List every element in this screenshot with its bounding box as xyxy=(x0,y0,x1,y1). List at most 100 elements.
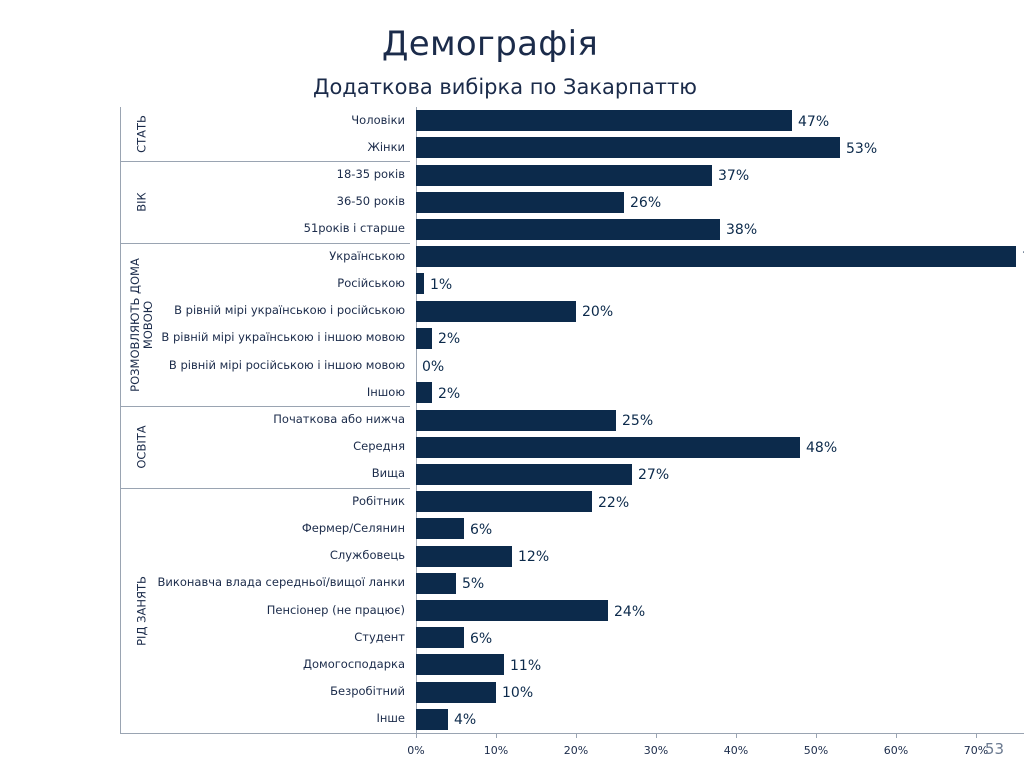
category-label: Виконавча влада середньої/вищої ланки xyxy=(157,575,405,590)
x-tick-mark xyxy=(496,733,497,738)
value-label: 11% xyxy=(510,657,542,674)
bar xyxy=(416,382,432,404)
x-tick-mark xyxy=(736,733,737,738)
value-label: 4% xyxy=(454,712,477,729)
value-label: 47% xyxy=(798,113,830,130)
x-tick-label: 30% xyxy=(643,744,669,757)
x-tick-mark xyxy=(656,733,657,738)
x-tick-label: 50% xyxy=(803,744,829,757)
group-label: РОЗМОВЛЯЮТЬ ДОМА МОВОЮ xyxy=(127,243,157,406)
value-label: 1% xyxy=(430,276,453,293)
x-tick-mark xyxy=(816,733,817,738)
value-label: 75% xyxy=(1022,249,1024,267)
chart-subtitle: Додаткова вибірка по Закарпаттю xyxy=(313,75,697,99)
value-label: 6% xyxy=(470,630,493,647)
value-label: 12% xyxy=(518,549,550,566)
page-number: 53 xyxy=(984,740,1004,758)
category-label: 36-50 років xyxy=(336,194,405,209)
category-label: Українською xyxy=(329,248,405,263)
category-label: Студент xyxy=(354,629,405,644)
bar xyxy=(416,436,800,458)
chart-title: Демографія xyxy=(381,24,599,64)
bar xyxy=(416,300,576,322)
group-label: РІД ЗАНЯТЬ xyxy=(127,488,157,733)
category-label: Робітник xyxy=(352,493,405,508)
group-label: СТАТЬ xyxy=(127,107,157,161)
value-label: 38% xyxy=(726,222,758,239)
value-label: 48% xyxy=(806,440,838,457)
x-axis-line xyxy=(120,733,1024,734)
value-label: 20% xyxy=(582,304,614,321)
bar xyxy=(416,164,712,186)
x-tick-label: 10% xyxy=(483,744,509,757)
x-tick-mark xyxy=(976,733,977,738)
bar xyxy=(416,572,456,594)
bar xyxy=(416,491,592,513)
group-separator xyxy=(120,243,410,244)
x-tick-label: 40% xyxy=(723,744,749,757)
bar xyxy=(416,327,432,349)
bar xyxy=(416,681,496,703)
category-label: 18-35 років xyxy=(336,167,405,182)
category-label: Іншою xyxy=(366,384,405,399)
value-label: 10% xyxy=(502,685,534,702)
bar xyxy=(416,273,424,295)
bar xyxy=(416,218,720,240)
x-tick-label: 0% xyxy=(407,744,425,757)
value-label: 25% xyxy=(622,413,654,429)
category-label: 51років і старше xyxy=(303,221,405,236)
value-label: 24% xyxy=(614,603,646,620)
value-label: 5% xyxy=(462,576,485,593)
category-label: Вища xyxy=(371,466,405,481)
group-column-line xyxy=(120,107,121,733)
category-label: Жінки xyxy=(367,139,405,154)
x-tick-label: 70% xyxy=(963,744,989,757)
category-label: Безробітний xyxy=(330,684,405,699)
bar xyxy=(416,518,464,540)
group-label: ВІК xyxy=(127,161,157,243)
category-label: В рівній мірі українською і іншою мовою xyxy=(161,330,405,345)
bar xyxy=(416,191,624,213)
group-label-text: ВІК xyxy=(134,192,149,212)
bar xyxy=(416,463,632,485)
x-tick-mark xyxy=(576,733,577,738)
bar xyxy=(416,708,448,730)
group-label-text: ОСВІТА xyxy=(134,425,149,469)
x-tick-label: 60% xyxy=(883,744,909,757)
category-label: Фермер/Селянин xyxy=(301,520,405,535)
category-label: Інше xyxy=(376,711,405,726)
x-tick-label: 20% xyxy=(563,744,589,757)
category-label: Пенсіонер (не працює) xyxy=(266,602,405,617)
bar xyxy=(416,137,840,159)
value-label: 22% xyxy=(598,494,630,511)
x-tick-mark xyxy=(896,733,897,738)
bar xyxy=(416,600,608,622)
value-label: 26% xyxy=(630,195,662,212)
value-label: 53% xyxy=(846,140,878,157)
category-label: Домогосподарка xyxy=(303,656,405,671)
group-label-text: СТАТЬ xyxy=(134,115,149,154)
group-separator xyxy=(120,161,410,162)
value-label: 2% xyxy=(438,385,461,402)
value-label: 37% xyxy=(718,168,750,185)
bar xyxy=(416,654,504,676)
value-label: 0% xyxy=(422,358,445,375)
bar xyxy=(416,545,512,567)
group-separator xyxy=(120,406,410,407)
category-label: В рівній мірі російською і іншою мовою xyxy=(168,357,405,372)
category-label: Середня xyxy=(353,439,405,454)
group-label-text: РОЗМОВЛЯЮТЬ ДОМА МОВОЮ xyxy=(128,257,155,392)
bar xyxy=(416,627,464,649)
group-separator xyxy=(120,488,410,489)
category-label: Чоловіки xyxy=(351,112,405,127)
bar xyxy=(416,409,616,431)
group-label-text: РІД ЗАНЯТЬ xyxy=(134,575,149,646)
category-label: Початкова або нижча xyxy=(273,412,405,426)
group-label: ОСВІТА xyxy=(127,406,157,488)
value-label: 6% xyxy=(470,521,493,538)
x-tick-mark xyxy=(416,733,417,738)
bar xyxy=(416,110,792,132)
category-label: В рівній мірі українською і російською xyxy=(174,303,405,318)
value-label: 2% xyxy=(438,331,461,348)
